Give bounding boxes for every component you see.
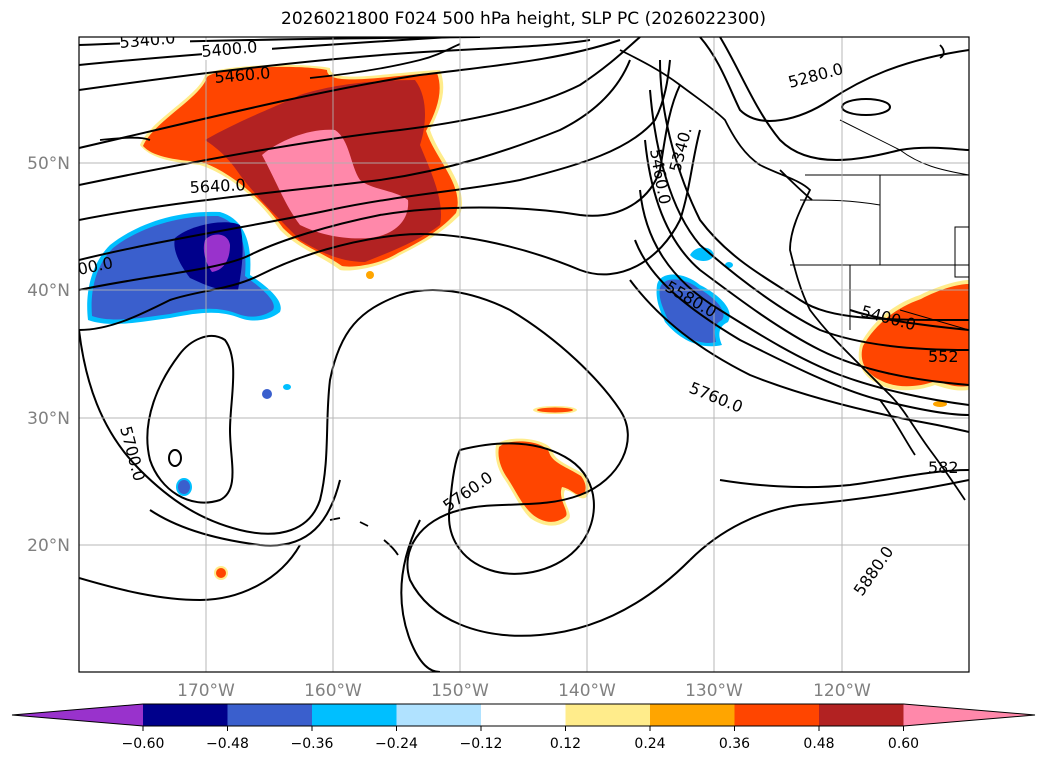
- colorbar-extend-min: [12, 704, 143, 726]
- lat-label-20n: 20°N: [27, 536, 70, 556]
- colorbar-tick-label: 0.24: [634, 736, 665, 752]
- colorbar-segment: [143, 704, 228, 726]
- plot-frame: [78, 36, 970, 673]
- small-contour-loop: [168, 449, 182, 467]
- colorbar-tick-label: −0.48: [206, 736, 249, 752]
- contour-label: 5640.0: [189, 175, 246, 197]
- coastlines: [99, 43, 966, 556]
- borders: [790, 119, 969, 331]
- colorbar-tick-label: −0.12: [460, 736, 503, 752]
- contour-label: 5340.0: [119, 28, 176, 52]
- colorbar-tick-label: 0.12: [550, 736, 581, 752]
- contour-label: 5460.0: [214, 63, 271, 87]
- positive-anomaly-california: [858, 280, 969, 407]
- colorbar-segment: [396, 704, 482, 726]
- gridlines: [79, 37, 969, 672]
- map-title: 2026021800 F024 500 hPa height, SLP PC (…: [281, 9, 766, 29]
- negative-anomaly-northwest: [87, 211, 281, 324]
- contour-label: 582: [928, 458, 959, 477]
- colorbar-segment: [565, 704, 651, 726]
- lat-label-30n: 30°N: [27, 409, 70, 429]
- lat-labels: 50°N 40°N 30°N 20°N: [27, 154, 70, 556]
- positive-anomaly-north: [140, 64, 463, 271]
- lon-label-150w: 150°W: [431, 681, 489, 701]
- contour-label: 552: [928, 347, 959, 366]
- height-contours-loops: [79, 289, 691, 672]
- colorbar-segment: [481, 704, 566, 726]
- colorbar-segment: [312, 704, 397, 726]
- colorbar-tick-label: −0.36: [291, 736, 334, 752]
- colorbar-segment: [650, 704, 735, 726]
- colorbar-tick-label: 0.60: [888, 736, 919, 752]
- lon-labels: 170°W 160°W 150°W 140°W 130°W 120°W: [177, 681, 871, 701]
- lon-label-140w: 140°W: [558, 681, 616, 701]
- colorbar-segment: [734, 704, 820, 726]
- lat-label-50n: 50°N: [27, 154, 70, 174]
- positive-anomaly-central: [214, 271, 590, 580]
- contour-label: 5400.0: [201, 37, 258, 61]
- lon-label-170w: 170°W: [177, 681, 235, 701]
- colorbar-segment: [227, 704, 313, 726]
- lon-label-160w: 160°W: [304, 681, 362, 701]
- colorbar-extend-max: [903, 704, 1035, 726]
- colorbar: −0.60 −0.48 −0.36 −0.24 −0.12 0.12 0.24 0.36 0.4…: [11, 703, 1036, 752]
- colorbar-tick-label: 0.48: [803, 736, 834, 752]
- colorbar-tick-label: 0.36: [719, 736, 750, 752]
- lon-label-130w: 130°W: [685, 681, 743, 701]
- lon-label-120w: 120°W: [813, 681, 871, 701]
- colorbar-segment: [819, 704, 904, 726]
- colorbar-tick-label: −0.24: [375, 736, 418, 752]
- colorbar-tick-label: −0.60: [122, 736, 165, 752]
- lat-label-40n: 40°N: [27, 281, 70, 301]
